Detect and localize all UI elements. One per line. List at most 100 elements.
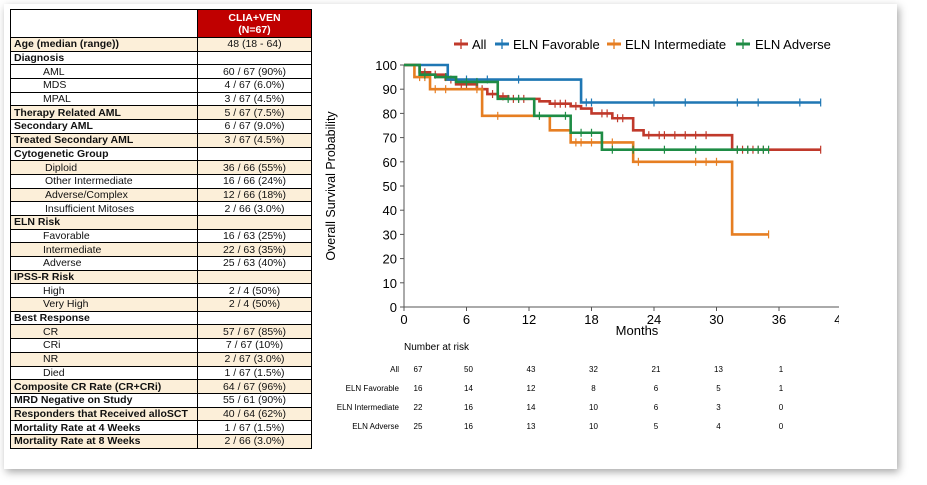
risk-table-row-label: ELN Intermediate <box>337 403 400 412</box>
row-value <box>197 50 312 66</box>
risk-table-value: 1 <box>779 365 784 374</box>
y-tick-label: 40 <box>383 203 397 218</box>
y-tick-label: 80 <box>383 106 397 121</box>
risk-table-title: Number at risk <box>404 342 470 353</box>
row-label: MDS <box>10 78 198 93</box>
row-value: 2 / 66 (3.0%) <box>197 201 312 216</box>
y-axis-title: Overall Survival Probability <box>324 111 338 261</box>
row-value: 16 / 66 (24%) <box>197 173 312 189</box>
x-tick-label: 30 <box>709 312 723 327</box>
row-value <box>197 146 312 162</box>
x-tick-label: 0 <box>400 312 407 327</box>
risk-table-value: 21 <box>652 365 661 374</box>
table-row: Mortality Rate at 8 Weeks 2 / 66 (3.0%) <box>10 433 312 449</box>
table-row: CR 57 / 67 (85%) <box>10 324 312 340</box>
row-label: Diploid <box>10 160 198 175</box>
table-row: Favorable 16 / 63 (25%) <box>10 228 312 244</box>
table-row: Best Response <box>10 310 312 326</box>
row-value: 48 (18 - 64) <box>197 37 312 52</box>
table-row: Age (median (range)) 48 (18 - 64) <box>10 37 312 52</box>
row-label: MPAL <box>10 91 198 107</box>
table-row: Secondary AML 6 / 67 (9.0%) <box>10 119 312 134</box>
row-label: Mortality Rate at 4 Weeks <box>10 420 198 435</box>
risk-table-value: 32 <box>589 365 598 374</box>
table-row: Adverse 25 / 63 (40%) <box>10 256 312 271</box>
table-row: Very High 2 / 4 (50%) <box>10 297 312 312</box>
risk-table-value: 67 <box>414 365 423 374</box>
row-label: Age (median (range)) <box>10 37 198 52</box>
table-row: Cytogenetic Group <box>10 146 312 162</box>
risk-table-value: 5 <box>654 422 659 431</box>
risk-table-value: 43 <box>527 365 536 374</box>
risk-table-row-label: ELN Favorable <box>346 384 400 393</box>
risk-table-value: 14 <box>527 403 536 412</box>
risk-table-value: 16 <box>464 403 473 412</box>
legend-label: ELN Adverse <box>755 37 831 52</box>
row-value: 1 / 67 (1.5%) <box>197 365 312 381</box>
y-tick-label: 50 <box>383 179 397 194</box>
row-value: 22 / 63 (35%) <box>197 242 312 257</box>
x-tick-label: 36 <box>772 312 786 327</box>
y-tick-label: 10 <box>383 276 397 291</box>
row-value: 2 / 66 (3.0%) <box>197 433 312 449</box>
table-header-n: (N=67) <box>238 23 271 36</box>
risk-table-value: 3 <box>716 403 721 412</box>
x-tick-label: 42 <box>834 312 839 327</box>
row-value <box>197 214 312 230</box>
table-row: IPSS-R Risk <box>10 269 312 285</box>
row-label: Treated Secondary AML <box>10 132 198 148</box>
row-label: Diagnosis <box>10 50 198 66</box>
row-label: AML <box>10 64 198 80</box>
row-value: 1 / 67 (1.5%) <box>197 420 312 435</box>
risk-table-value: 16 <box>464 422 473 431</box>
row-label: Cytogenetic Group <box>10 146 198 162</box>
x-tick-label: 24 <box>647 312 661 327</box>
table-row: MRD Negative on Study 55 / 61 (90%) <box>10 392 312 408</box>
table-row: Treated Secondary AML 3 / 67 (4.5%) <box>10 132 312 148</box>
risk-table-value: 13 <box>714 365 723 374</box>
table-header-row: CLIA+VEN (N=67) <box>10 9 312 38</box>
survival-curve <box>404 63 769 236</box>
risk-table-value: 10 <box>589 403 598 412</box>
row-label: Other Intermediate <box>10 173 198 189</box>
table-row: ELN Risk <box>10 214 312 230</box>
table-row: MDS 4 / 67 (6.0%) <box>10 78 312 93</box>
row-label: CRi <box>10 338 198 353</box>
table-row: Mortality Rate at 4 Weeks 1 / 67 (1.5%) <box>10 420 312 435</box>
x-axis-title: Months <box>616 323 659 338</box>
row-label: Very High <box>10 297 198 312</box>
table-row: Composite CR Rate (CR+CRi) 64 / 67 (96%) <box>10 379 312 394</box>
table-row: NR 2 / 67 (3.0%) <box>10 351 312 367</box>
risk-table-value: 16 <box>414 384 423 393</box>
risk-table-value: 13 <box>527 422 536 431</box>
row-label: Therapy Related AML <box>10 105 198 121</box>
row-label: MRD Negative on Study <box>10 392 198 408</box>
risk-table-value: 0 <box>779 403 784 412</box>
y-tick-label: 90 <box>383 82 397 97</box>
row-label: Mortality Rate at 8 Weeks <box>10 433 198 449</box>
row-value <box>197 310 312 326</box>
risk-table-value: 5 <box>716 384 721 393</box>
kaplan-meier-chart: 010203040506070809010006121824303642Mont… <box>324 37 839 431</box>
row-label: Favorable <box>10 228 198 244</box>
row-value: 5 / 67 (7.5%) <box>197 105 312 121</box>
row-value: 12 / 66 (18%) <box>197 187 312 203</box>
row-value: 60 / 67 (90%) <box>197 64 312 80</box>
row-label: Adverse/Complex <box>10 187 198 203</box>
row-value: 36 / 66 (55%) <box>197 160 312 175</box>
row-value: 2 / 4 (50%) <box>197 283 312 299</box>
risk-table-value: 8 <box>591 384 596 393</box>
row-value: 3 / 67 (4.5%) <box>197 132 312 148</box>
row-label: Composite CR Rate (CR+CRi) <box>10 379 198 394</box>
row-label: Adverse <box>10 256 198 271</box>
y-tick-label: 60 <box>383 155 397 170</box>
risk-table-value: 0 <box>779 422 784 431</box>
row-value: 2 / 67 (3.0%) <box>197 351 312 367</box>
row-label: ELN Risk <box>10 214 198 230</box>
row-label: CR <box>10 324 198 340</box>
table-row: Adverse/Complex 12 / 66 (18%) <box>10 187 312 203</box>
y-tick-label: 20 <box>383 252 397 267</box>
risk-table-row-label: All <box>390 365 399 374</box>
y-tick-label: 0 <box>390 300 397 315</box>
baseline-characteristics-table: CLIA+VEN (N=67) Age (median (range)) 48 (1… <box>10 9 312 449</box>
